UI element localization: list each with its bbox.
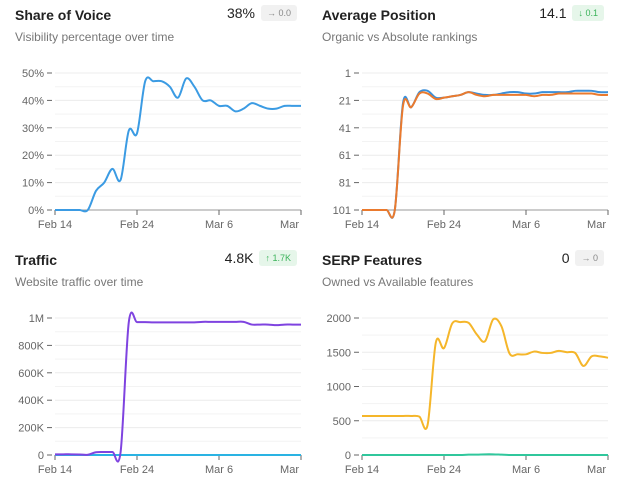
y-tick-label: 0% (28, 205, 44, 217)
x-tick-label: Mar 6 (205, 219, 233, 231)
y-tick-label: 1 (345, 68, 351, 80)
series-line-1 (362, 91, 609, 219)
series-line-0 (362, 453, 608, 457)
x-tick-label: Feb 14 (345, 464, 379, 476)
panel-subtitle: Owned vs Available features (322, 275, 474, 289)
panel-title: Share of Voice (15, 7, 112, 23)
change-badge: → 0 (575, 250, 604, 266)
share-of-voice-panel: Share of Voice Visibility percentage ove… (0, 0, 307, 242)
y-tick-label: 2000 (327, 313, 351, 325)
y-tick-label: 800K (18, 340, 44, 352)
x-tick-label: Mar (280, 464, 299, 476)
y-tick-label: 500 (333, 416, 351, 428)
x-tick-label: Mar (587, 219, 606, 231)
y-tick-label: 40% (22, 95, 44, 107)
x-tick-label: Feb 14 (38, 219, 72, 231)
series-line-0 (55, 76, 301, 213)
y-tick-label: 20% (22, 150, 44, 162)
serp-features-panel: SERP Features Owned vs Available feature… (307, 245, 614, 487)
metric-value: 38% (226, 5, 255, 21)
y-tick-label: 41 (339, 123, 351, 135)
x-tick-label: Mar 6 (512, 464, 540, 476)
x-tick-label: Mar 6 (205, 464, 233, 476)
line-chart: 0% 10% 20% 30% 40% 50% Feb 14 Feb 24 Mar 6 Mar (22, 68, 302, 231)
x-tick-label: Feb 24 (427, 464, 461, 476)
line-chart: 1 21 41 61 81 101 Feb 14 Feb 24 Mar 6 Mar (333, 68, 609, 231)
change-badge: → 0.0 (260, 5, 297, 21)
metric: 14.1 ↓ 0.1 (539, 5, 604, 21)
y-tick-label: 1000 (327, 382, 351, 394)
x-tick-label: Mar 6 (512, 219, 540, 231)
traffic-panel: Traffic Website traffic over time 4.8K ↑… (0, 245, 307, 487)
y-tick-label: 30% (22, 123, 44, 135)
x-tick-label: Feb 24 (120, 464, 154, 476)
series-line-1 (55, 311, 301, 463)
metric-value: 4.8K (224, 250, 254, 266)
panel-subtitle: Organic vs Absolute rankings (322, 30, 478, 44)
x-tick-label: Mar (587, 464, 606, 476)
metric-value: 14.1 (539, 5, 567, 21)
y-tick-label: 400K (18, 395, 44, 407)
y-tick-label: 1500 (327, 347, 351, 359)
metric: 38% → 0.0 (227, 5, 297, 21)
metric: 4.8K ↑ 1.7K (225, 250, 297, 266)
average-position-panel: Average Position Organic vs Absolute ran… (307, 0, 614, 242)
x-tick-label: Feb 14 (38, 464, 72, 476)
series-line-1 (361, 317, 609, 430)
y-tick-label: 10% (22, 178, 44, 190)
x-tick-label: Feb 24 (427, 219, 461, 231)
change-badge: ↑ 1.7K (259, 250, 297, 266)
x-tick-label: Feb 14 (345, 219, 379, 231)
y-tick-label: 61 (339, 150, 351, 162)
metric-value: 0 (561, 250, 570, 266)
y-tick-label: 101 (333, 205, 351, 217)
x-tick-label: Mar (280, 219, 299, 231)
y-tick-label: 21 (339, 95, 351, 107)
y-tick-label: 1M (29, 313, 44, 325)
line-chart: 0 500 1000 1500 2000 Feb 14 Feb 24 Mar 6 Mar (327, 313, 609, 476)
y-tick-label: 50% (22, 68, 44, 80)
panel-title: Average Position (322, 7, 436, 23)
line-chart: 0 200K 400K 600K 800K 1M Feb 14 Feb 24 Mar 6 Mar (18, 311, 302, 476)
y-tick-label: 200K (18, 423, 44, 435)
panel-title: Traffic (15, 252, 58, 268)
panel-title: SERP Features (322, 252, 423, 268)
panel-subtitle: Visibility percentage over time (15, 30, 175, 44)
x-tick-label: Feb 24 (120, 219, 154, 231)
y-tick-label: 0 (38, 450, 44, 462)
change-badge: ↓ 0.1 (572, 5, 604, 21)
y-tick-label: 600K (18, 368, 44, 380)
panel-subtitle: Website traffic over time (15, 275, 144, 289)
y-tick-label: 0 (345, 450, 351, 462)
y-tick-label: 81 (339, 178, 351, 190)
metric: 0 → 0 (562, 250, 604, 266)
